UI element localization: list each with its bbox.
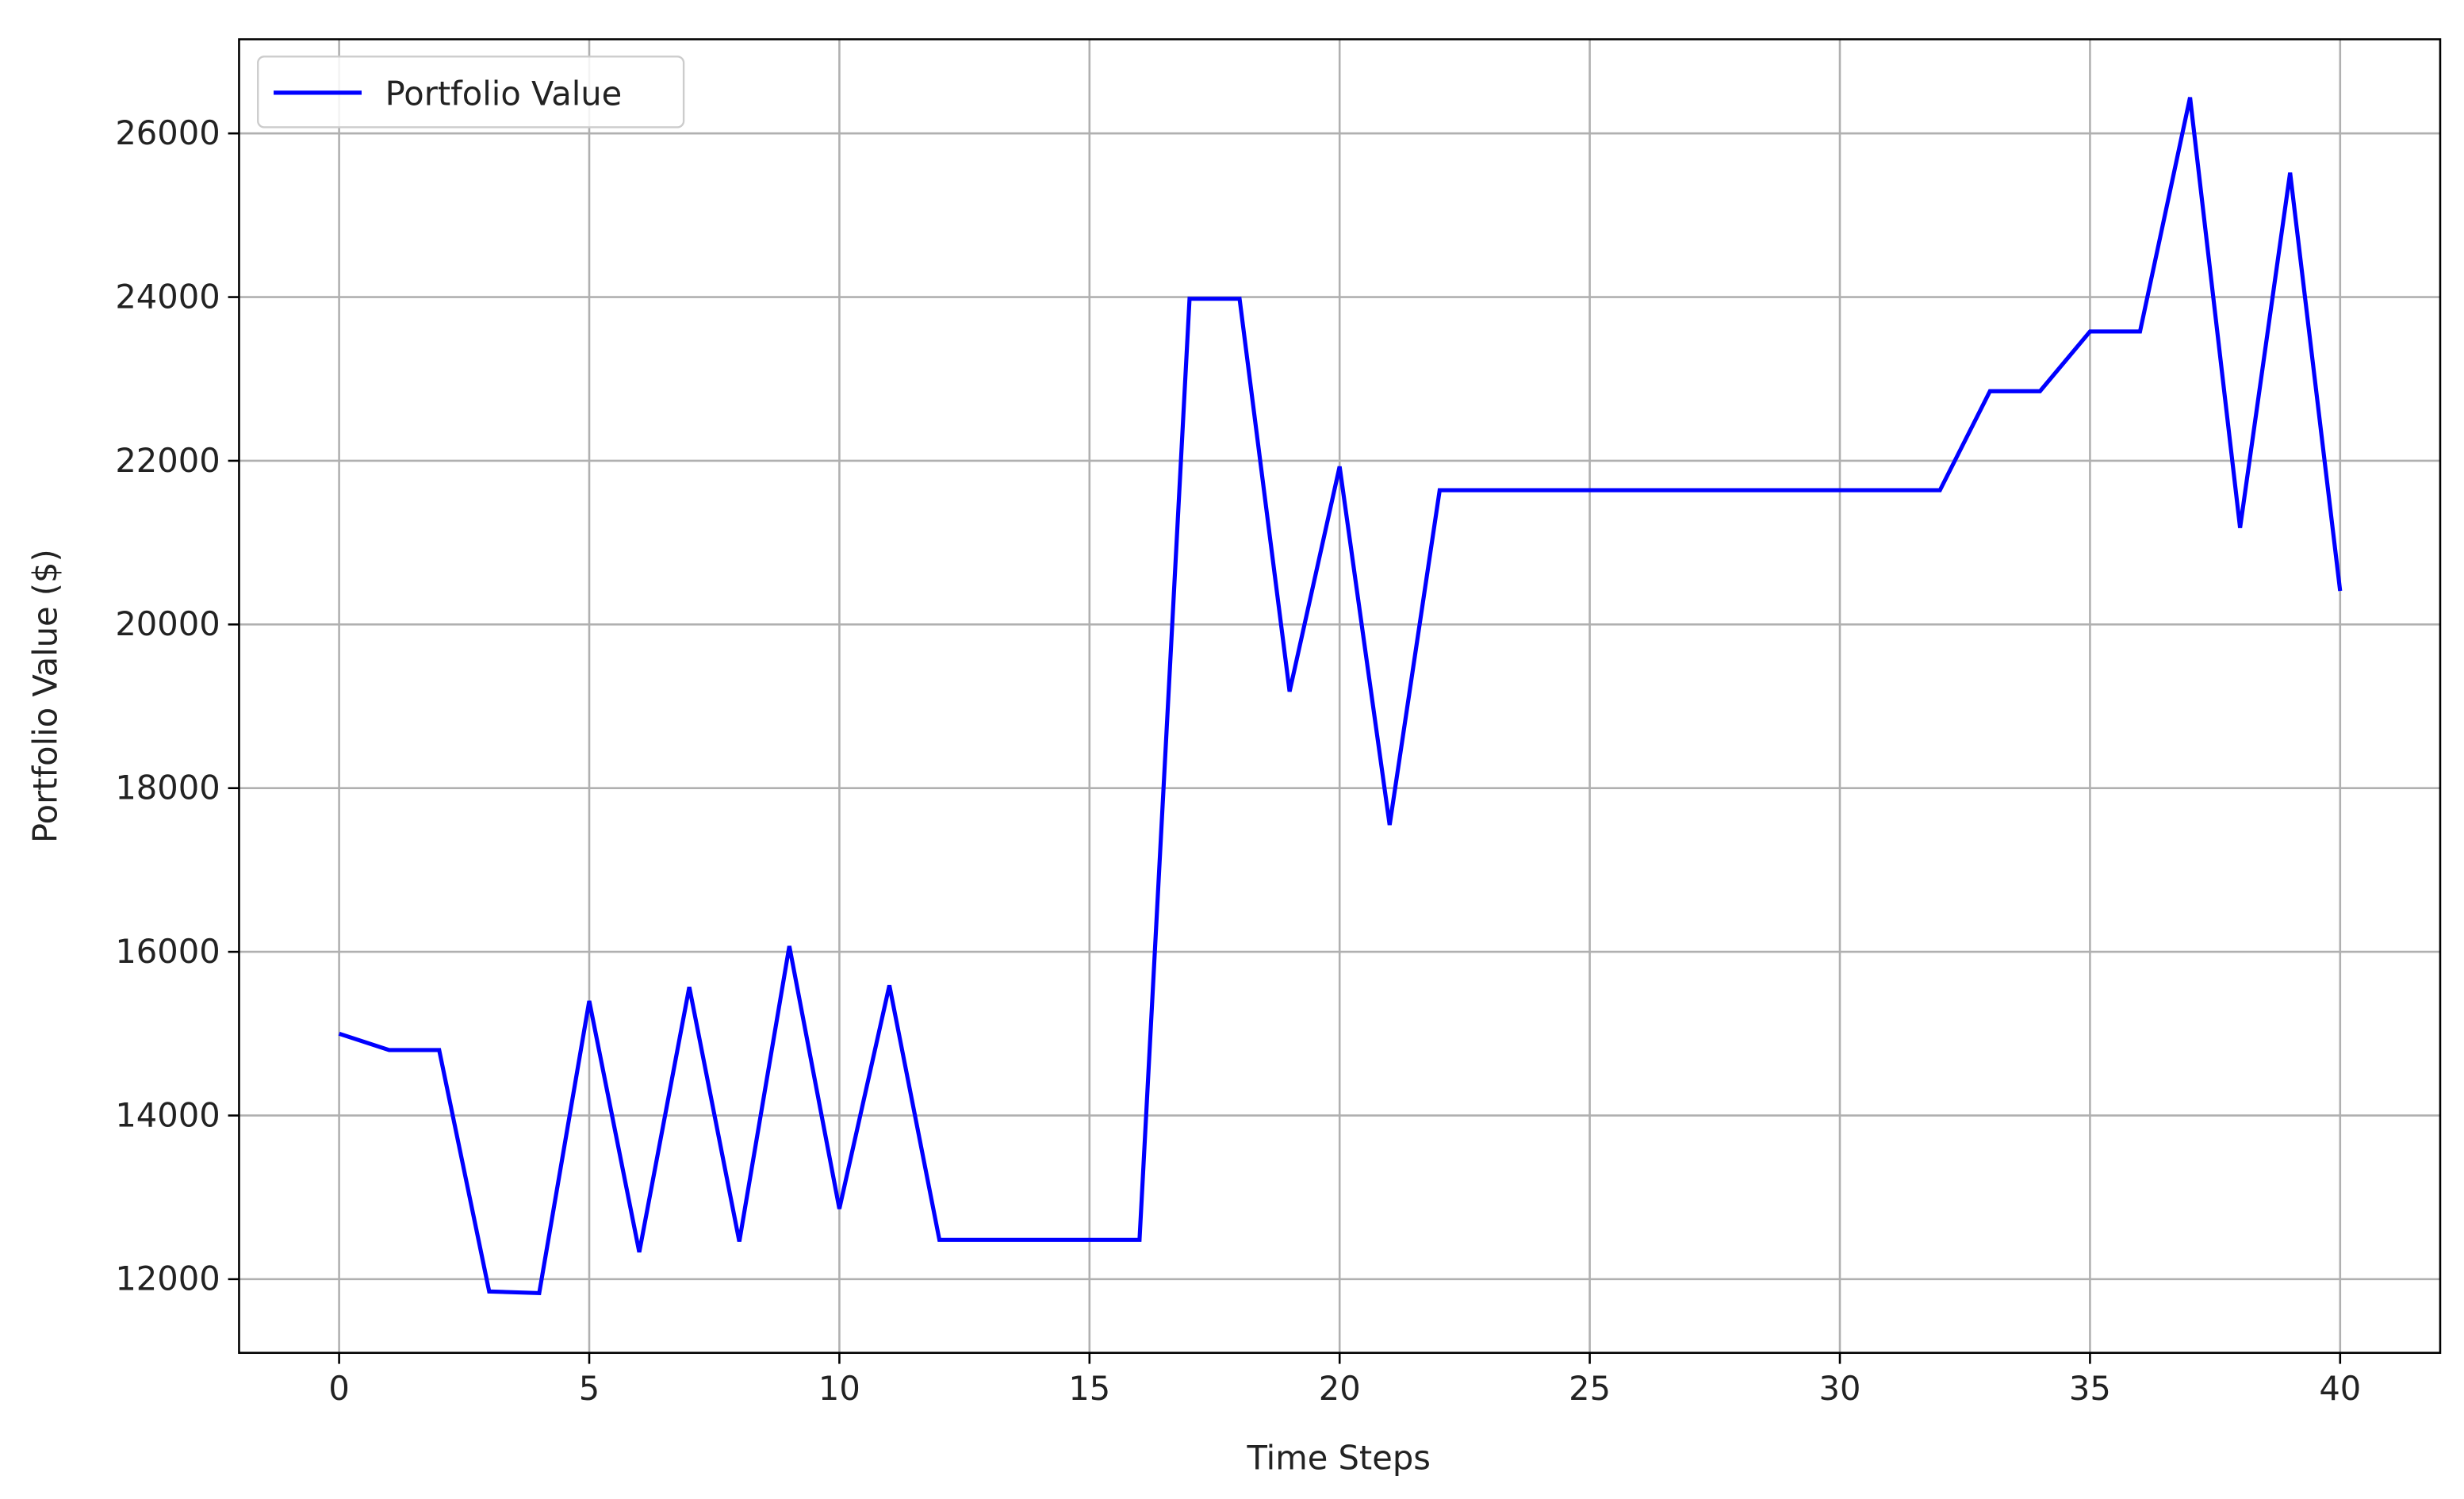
x-tick-label: 0 xyxy=(328,1369,349,1408)
y-tick-label: 12000 xyxy=(115,1259,220,1298)
y-tick-label: 16000 xyxy=(115,932,220,971)
x-tick-label: 15 xyxy=(1068,1369,1110,1408)
y-tick-label: 18000 xyxy=(115,769,220,807)
y-tick-label: 22000 xyxy=(115,441,220,480)
x-tick-label: 30 xyxy=(1819,1369,1861,1408)
y-tick-label: 26000 xyxy=(115,113,220,152)
legend: Portfolio Value xyxy=(257,56,685,128)
x-axis-label: Time Steps xyxy=(1247,1438,1431,1477)
grid xyxy=(239,39,2440,1353)
legend-box xyxy=(257,56,685,128)
data-line xyxy=(338,97,2343,1296)
y-tick-label: 20000 xyxy=(115,604,220,643)
x-tick-label: 20 xyxy=(1319,1369,1361,1408)
y-axis-label: Portfolio Value ($) xyxy=(26,549,65,843)
x-tick-label: 5 xyxy=(579,1369,600,1408)
x-tick-label: 35 xyxy=(2069,1369,2111,1408)
x-tick-label: 10 xyxy=(818,1369,860,1408)
y-tick-label: 24000 xyxy=(115,277,220,316)
y-tick-label: 14000 xyxy=(115,1095,220,1134)
x-tick-label: 40 xyxy=(2319,1369,2361,1408)
legend-label: Portfolio Value xyxy=(385,75,623,113)
plot xyxy=(338,97,2343,1296)
x-tick-label: 25 xyxy=(1569,1369,1611,1408)
